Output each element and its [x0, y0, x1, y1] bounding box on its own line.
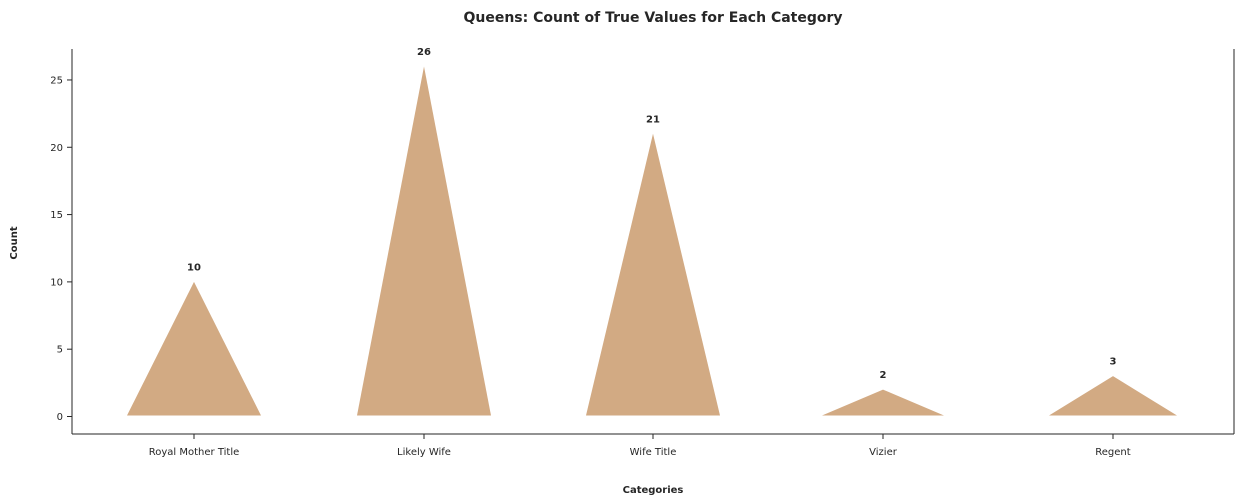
- data-label: 3: [1110, 357, 1117, 368]
- x-tick-label: Regent: [1095, 447, 1130, 458]
- y-tick-label: 15: [50, 210, 63, 221]
- x-tick-label: Vizier: [869, 447, 898, 458]
- x-ticks: Royal Mother Title Likely Wife Wife Title V…: [149, 434, 1131, 458]
- bars: [127, 66, 1177, 416]
- y-ticks: 0 5 10 15 20 25: [50, 75, 72, 423]
- y-axis-label: Count: [9, 226, 20, 259]
- data-labels: 10 26 21 2 3: [187, 47, 1116, 381]
- bar: [357, 66, 491, 416]
- x-tick-label: Royal Mother Title: [149, 447, 240, 458]
- y-tick-label: 5: [57, 345, 63, 356]
- x-tick-label: Likely Wife: [397, 447, 451, 458]
- y-tick-label: 25: [50, 75, 63, 86]
- y-tick-label: 10: [50, 277, 63, 288]
- data-label: 21: [646, 114, 660, 125]
- bar: [127, 281, 261, 416]
- data-label: 10: [187, 262, 201, 273]
- data-label: 26: [417, 47, 431, 58]
- x-tick-label: Wife Title: [630, 447, 677, 458]
- y-tick-label: 0: [57, 412, 63, 423]
- bar: [1049, 376, 1177, 416]
- x-axis-label: Categories: [623, 485, 684, 496]
- data-label: 2: [880, 370, 887, 381]
- bar: [586, 133, 720, 416]
- chart-title: Queens: Count of True Values for Each Ca…: [463, 10, 842, 26]
- bar: [822, 389, 944, 416]
- y-tick-label: 20: [50, 143, 63, 154]
